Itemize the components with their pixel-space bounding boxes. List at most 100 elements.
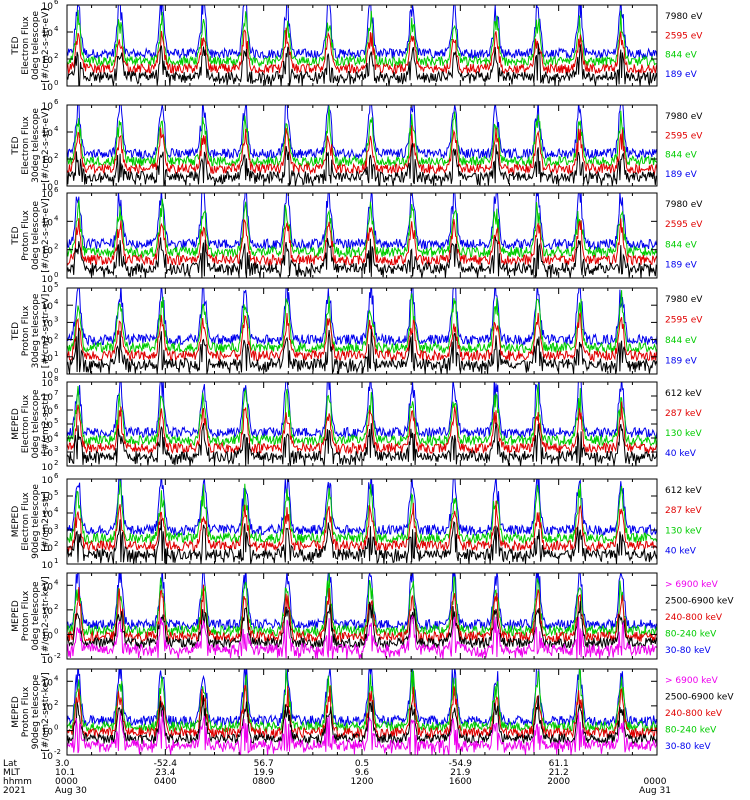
legend: 612 keV 287 keV 130 keV 40 keV xyxy=(665,389,702,459)
series-844-ev xyxy=(67,9,657,68)
legend-entry: 40 keV xyxy=(665,449,697,459)
series-2595-ev xyxy=(67,125,657,176)
legend-entry: 40 keV xyxy=(665,547,697,557)
y-axis-label-line: [#/cm2-s-str-eV] xyxy=(41,294,51,369)
legend-entry: 612 keV xyxy=(665,486,702,496)
x-axis-row-label: 2021 xyxy=(3,786,26,796)
x-tick-label: 0000 xyxy=(55,777,78,787)
legend-entry: 189 eV xyxy=(665,261,698,271)
y-axis-label-line: [#/cm2-s-str-eV] xyxy=(41,108,51,183)
legend: 7980 eV 2595 eV 844 eV 189 eV xyxy=(665,200,703,271)
series-287-kev xyxy=(67,401,657,455)
y-tick-label: 10 xyxy=(42,421,54,431)
y-tick-label: 10 xyxy=(42,678,54,688)
legend-entry: 80-240 keV xyxy=(665,726,717,736)
series-7980-ev xyxy=(67,236,657,278)
y-axis-label: TED Electron Flux 0deg telescope [#/cm2-s-s… xyxy=(11,8,51,83)
y-axis-label-line: [#/cm2-s-str-keV] xyxy=(41,576,51,655)
y-tick-exponent: 1 xyxy=(54,557,58,565)
series-40-kev xyxy=(67,382,657,440)
series-844-ev xyxy=(67,198,657,259)
y-tick-exponent: 2 xyxy=(54,152,58,160)
y-axis-label-line: Proton Flux xyxy=(21,305,31,356)
y-tick-label: 10 xyxy=(42,275,54,285)
legend-entry: 2500-6900 keV xyxy=(665,597,734,607)
legend-entry: 240-800 keV xyxy=(665,613,723,623)
y-axis-label-line: TED xyxy=(11,226,21,245)
y-tick-exponent: 5 xyxy=(54,489,58,497)
y-tick-label: 10 xyxy=(42,527,54,537)
y-tick-label: 10 xyxy=(42,703,54,713)
y-tick-label: 10 xyxy=(42,727,54,737)
x-axis-row-label: hhmm xyxy=(3,777,32,787)
legend-entry: 130 keV xyxy=(665,429,702,439)
series-189-ev xyxy=(67,5,657,61)
series-844-ev xyxy=(67,105,657,168)
series-612-kev xyxy=(67,519,657,564)
series-40-kev xyxy=(67,479,657,537)
y-tick-exponent: 6 xyxy=(54,186,59,194)
series--6900-kev xyxy=(67,614,657,659)
y-tick-exponent: 2 xyxy=(54,243,58,251)
y-axis-label-line: [#/cm2-s-str-eV] xyxy=(41,8,51,83)
series-189-ev xyxy=(67,193,657,251)
x-tick-label: Aug 31 xyxy=(639,786,671,796)
panel-1-traces xyxy=(67,5,657,86)
y-tick-exponent: 6 xyxy=(54,0,59,6)
y-tick-exponent: 0 xyxy=(54,627,58,635)
y-tick-exponent: 4 xyxy=(54,578,59,586)
panel-3-traces xyxy=(67,193,657,278)
series-240-800-kev xyxy=(67,685,657,740)
y-tick-label: 10 xyxy=(42,752,54,762)
y-tick-exponent: 6 xyxy=(54,472,59,480)
y-tick-label: 10 xyxy=(42,83,54,93)
y-tick-label: 10 xyxy=(42,407,54,417)
y-tick-label: 10 xyxy=(42,337,54,347)
legend-entry: 2595 eV xyxy=(665,220,703,230)
y-tick-label: 10 xyxy=(42,393,54,403)
legend-entry: 2595 eV xyxy=(665,315,703,325)
y-tick-exponent: 3 xyxy=(54,523,58,531)
y-tick-label: 10 xyxy=(42,102,54,112)
y-tick-label: 10 xyxy=(42,285,54,295)
y-tick-exponent: 6 xyxy=(54,403,59,411)
y-tick-exponent: 0 xyxy=(54,723,58,731)
y-tick-label: 10 xyxy=(42,183,54,193)
x-tick-label: 1600 xyxy=(449,777,472,787)
x-tick-label: 9.6 xyxy=(355,768,370,778)
legend-entry: 130 keV xyxy=(665,526,702,536)
y-tick-label: 10 xyxy=(42,493,54,503)
y-tick-exponent: 4 xyxy=(54,431,59,439)
legend-entry: 2500-6900 keV xyxy=(665,693,734,703)
legend: 7980 eV 2595 eV 844 eV 189 eV xyxy=(665,112,703,180)
x-tick-label: 61.1 xyxy=(549,759,569,769)
y-tick-label: 10 xyxy=(42,218,54,228)
legend-entry: 2595 eV xyxy=(665,31,703,41)
y-tick-label: 10 xyxy=(42,544,54,554)
y-tick-exponent: 0 xyxy=(54,79,58,87)
y-tick-exponent: 0 xyxy=(54,367,58,375)
y-tick-exponent: 2 xyxy=(54,52,58,60)
y-axis-label-line: TED xyxy=(11,136,21,155)
y-tick-label: 10 xyxy=(42,247,54,257)
legend-entry: 7980 eV xyxy=(665,200,703,210)
legend-entry: 844 eV xyxy=(665,336,698,346)
x-tick-label: 23.4 xyxy=(155,768,175,778)
y-axis-label: MEPED Electron Flux 90deg telescope [#/cm2-… xyxy=(11,484,51,559)
series-30-80-kev xyxy=(67,669,657,728)
series-189-ev xyxy=(67,105,657,160)
legend: 7980 eV 2595 eV 844 eV 189 eV xyxy=(665,12,703,80)
y-axis-label-line: [#/cm2-s-str-eV] xyxy=(41,198,51,273)
y-axis-label: TED Proton Flux 0deg telescope [#/cm2-s-str… xyxy=(11,198,51,273)
panel-2-traces xyxy=(67,105,657,186)
y-axis-label-line: Electron Flux xyxy=(21,116,31,175)
y-axis-label-line: Proton Flux xyxy=(21,590,31,641)
y-axis-label-line: TED xyxy=(11,322,21,341)
legend-entry: 7980 eV xyxy=(665,112,703,122)
legend-entry: 7980 eV xyxy=(665,12,703,22)
y-tick-exponent: 1 xyxy=(54,350,58,358)
legend-entry: 287 keV xyxy=(665,506,702,516)
